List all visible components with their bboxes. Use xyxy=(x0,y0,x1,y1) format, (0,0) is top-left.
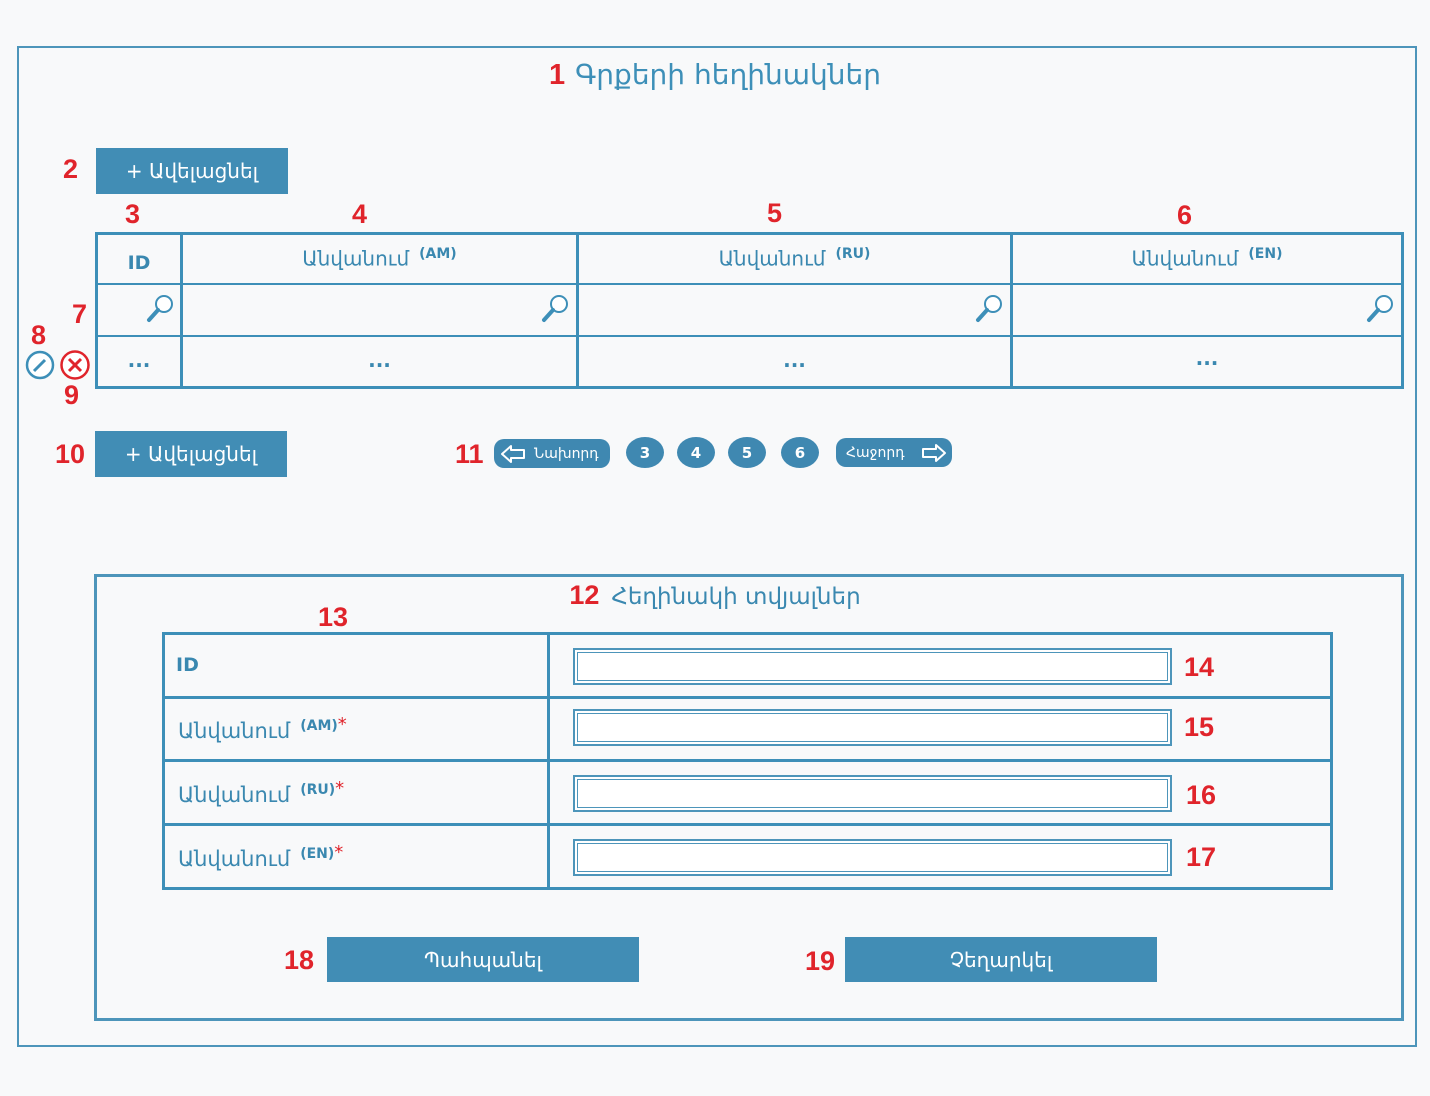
required-star: * xyxy=(335,778,345,799)
author-form-table: ID Անվանում (AM)* Անվանում (RU)* Անվանում(… xyxy=(162,632,1333,890)
marker-2: 2 xyxy=(63,154,79,184)
page-3[interactable]: 3 xyxy=(626,437,664,468)
required-star: * xyxy=(334,842,344,863)
field-label-name-am-text: Անվանում xyxy=(178,719,291,743)
marker-4: 4 xyxy=(352,199,368,229)
prev-label: Նախորդ xyxy=(534,445,599,462)
filter-name-en-cell[interactable] xyxy=(1013,285,1401,335)
search-icon[interactable] xyxy=(1366,293,1396,323)
cell-name-am: ... xyxy=(368,348,391,372)
main-frame xyxy=(17,46,1417,1047)
name-ru-input[interactable] xyxy=(573,775,1172,812)
arrow-left-icon xyxy=(501,444,525,463)
marker-11: 11 xyxy=(455,439,484,469)
header-lang-en: (EN) xyxy=(1248,246,1283,262)
arrow-right-icon xyxy=(921,443,946,462)
marker-13: 13 xyxy=(318,602,349,632)
add-button-bottom[interactable]: + Ավելացնել xyxy=(95,431,287,477)
cancel-button[interactable]: Չեղարկել xyxy=(845,937,1157,982)
field-label-lang-en: (EN) xyxy=(300,846,335,862)
prev-button[interactable]: Նախորդ xyxy=(494,439,610,468)
field-label-id: ID xyxy=(176,654,199,676)
marker-1: 1 xyxy=(549,59,566,91)
page-title: Գրքերի հեղինակներ xyxy=(575,58,881,91)
marker-18: 18 xyxy=(284,945,315,975)
header-name-ru-label: Անվանում xyxy=(718,246,826,271)
marker-15: 15 xyxy=(1184,712,1215,742)
field-label-name-en: Անվանում (EN)* xyxy=(178,842,343,871)
edit-icon[interactable] xyxy=(25,350,55,380)
marker-3: 3 xyxy=(125,199,141,229)
marker-17: 17 xyxy=(1186,842,1217,872)
marker-16: 16 xyxy=(1186,780,1217,810)
save-button[interactable]: Պահպանել xyxy=(327,937,639,982)
header-id[interactable]: ID xyxy=(127,252,151,274)
page-5[interactable]: 5 xyxy=(728,437,766,468)
field-label-name-ru-text: Անվանում xyxy=(178,783,291,807)
header-name-en[interactable]: Անվանում (EN) xyxy=(1013,246,1401,271)
next-label: Հաջորդ xyxy=(846,444,905,461)
cell-id: ... xyxy=(127,348,151,372)
marker-12: 12 xyxy=(569,580,600,610)
search-icon[interactable] xyxy=(541,293,571,323)
field-label-name-ru: Անվանում (RU)* xyxy=(178,778,344,807)
page-4[interactable]: 4 xyxy=(677,437,715,468)
filter-name-ru-cell[interactable] xyxy=(579,285,1010,335)
form-title-row: 12 Հեղինակի տվյալներ xyxy=(0,580,1430,611)
page-title-row: 1 Գրքերի հեղինակներ xyxy=(0,58,1430,91)
required-star: * xyxy=(337,714,347,735)
field-label-name-en-text: Անվանում xyxy=(178,847,291,871)
field-label-lang-ru: (RU) xyxy=(300,782,336,798)
search-icon[interactable] xyxy=(975,293,1005,323)
header-lang-am: (AM) xyxy=(419,246,457,262)
next-button[interactable]: Հաջորդ xyxy=(836,438,952,467)
form-title: Հեղինակի տվյալներ xyxy=(611,584,861,610)
header-name-ru[interactable]: Անվանում (RU) xyxy=(579,246,1010,271)
header-name-en-label: Անվանում xyxy=(1131,246,1239,271)
marker-7: 7 xyxy=(72,299,88,329)
cell-name-ru: ... xyxy=(783,348,806,372)
marker-10: 10 xyxy=(55,439,86,469)
marker-5: 5 xyxy=(767,198,783,228)
header-name-am-label: Անվանում xyxy=(302,246,410,271)
id-input[interactable] xyxy=(573,648,1172,685)
cell-name-en: ... xyxy=(1195,346,1219,370)
name-am-input[interactable] xyxy=(573,709,1172,746)
header-name-am[interactable]: Անվանում (AM) xyxy=(183,246,576,271)
marker-9: 9 xyxy=(64,380,80,410)
field-label-name-am: Անվանում (AM)* xyxy=(178,714,347,743)
page-6[interactable]: 6 xyxy=(781,437,819,468)
delete-icon[interactable] xyxy=(59,349,91,381)
search-icon[interactable] xyxy=(146,293,176,323)
authors-table: ID Անվանում (AM) Անվանում (RU) Անվանում (EN… xyxy=(95,232,1404,389)
author-form-panel xyxy=(94,574,1404,1021)
marker-6: 6 xyxy=(1177,200,1193,230)
add-button-top[interactable]: + Ավելացնել xyxy=(96,148,288,194)
filter-id-cell[interactable] xyxy=(98,285,180,335)
header-lang-ru: (RU) xyxy=(835,246,871,262)
marker-14: 14 xyxy=(1184,652,1215,682)
field-label-lang-am: (AM) xyxy=(300,718,338,734)
name-en-input[interactable] xyxy=(573,839,1172,876)
filter-name-am-cell[interactable] xyxy=(183,285,576,335)
marker-8: 8 xyxy=(31,320,47,350)
marker-19: 19 xyxy=(805,946,836,976)
